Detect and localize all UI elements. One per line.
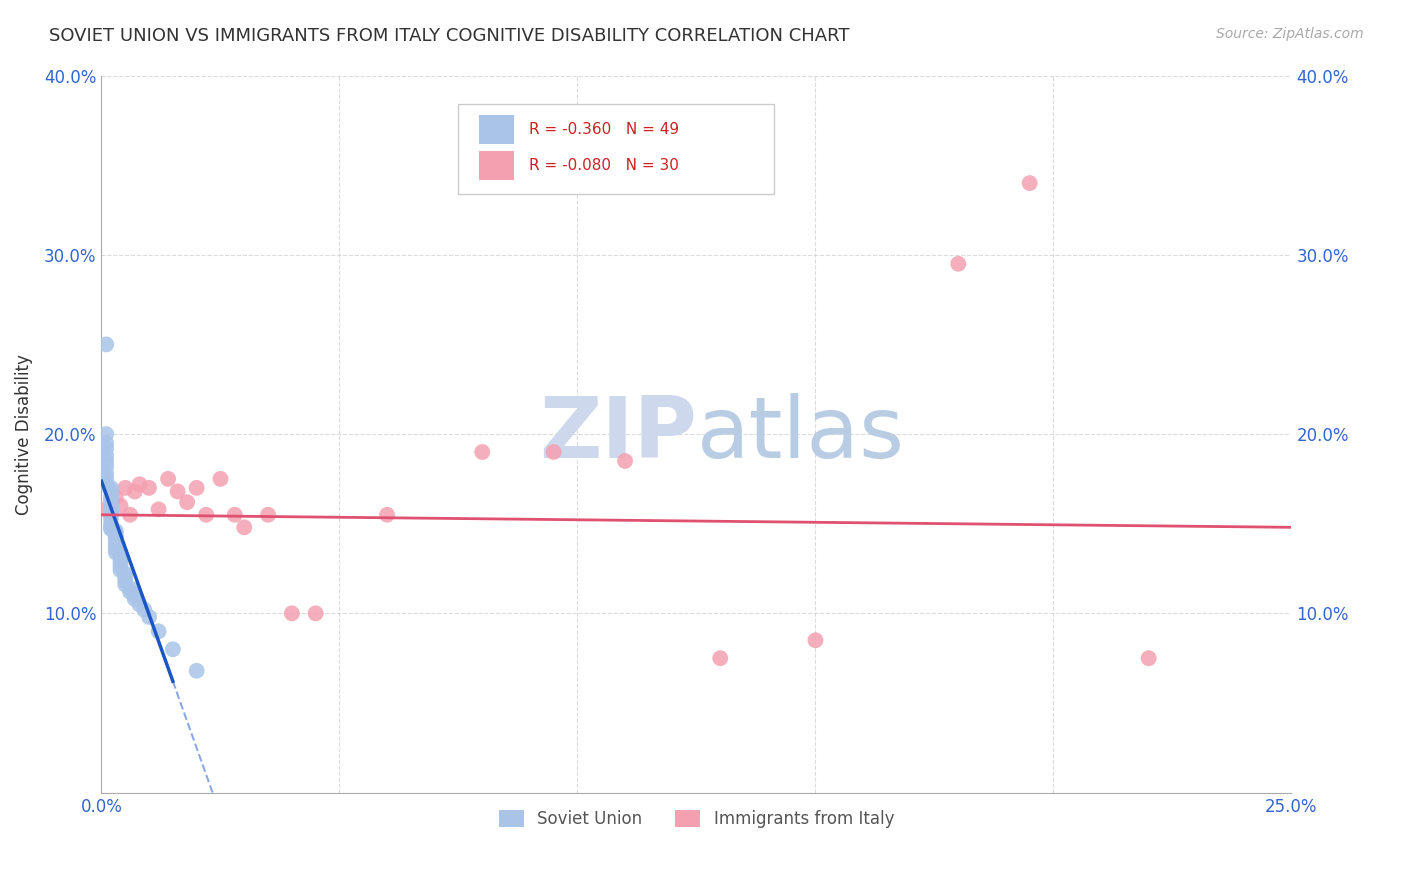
Point xyxy=(124,592,146,607)
Point xyxy=(114,574,136,588)
Point xyxy=(224,508,246,522)
Point xyxy=(114,566,136,581)
Point xyxy=(96,477,118,491)
Point xyxy=(110,499,132,513)
Point xyxy=(1137,651,1160,665)
Point xyxy=(148,502,170,516)
Point xyxy=(100,504,122,518)
Point xyxy=(233,520,256,534)
Point xyxy=(124,589,146,603)
Point xyxy=(128,477,150,491)
Point xyxy=(128,598,150,612)
Point xyxy=(96,454,118,468)
Text: R = -0.080   N = 30: R = -0.080 N = 30 xyxy=(529,158,679,173)
Point xyxy=(124,484,146,499)
FancyBboxPatch shape xyxy=(458,104,773,194)
Point xyxy=(110,563,132,577)
Point xyxy=(305,607,328,621)
Point xyxy=(148,624,170,639)
Point xyxy=(614,454,637,468)
Bar xyxy=(478,151,515,179)
Text: atlas: atlas xyxy=(696,392,904,475)
Point xyxy=(104,529,127,543)
Point xyxy=(138,481,160,495)
Point xyxy=(104,541,127,556)
Point xyxy=(100,481,122,495)
Point xyxy=(96,449,118,463)
Point xyxy=(176,495,198,509)
Point xyxy=(104,531,127,545)
Bar xyxy=(478,115,515,144)
Point xyxy=(104,534,127,549)
Point xyxy=(96,427,118,442)
Point xyxy=(100,516,122,531)
Point xyxy=(100,490,122,504)
Point xyxy=(1018,176,1040,190)
Point xyxy=(110,552,132,566)
Point xyxy=(104,538,127,552)
Point xyxy=(195,508,218,522)
Point xyxy=(96,467,118,481)
Point xyxy=(96,472,118,486)
Point xyxy=(110,559,132,574)
Point xyxy=(281,607,304,621)
Point xyxy=(948,257,970,271)
Point xyxy=(104,524,127,538)
Point xyxy=(100,511,122,525)
Point xyxy=(166,484,188,499)
Point xyxy=(104,545,127,559)
Point xyxy=(100,520,122,534)
Point xyxy=(100,508,122,522)
Point xyxy=(118,508,141,522)
Point xyxy=(471,445,494,459)
Point xyxy=(110,549,132,563)
Point xyxy=(804,633,827,648)
Point xyxy=(257,508,280,522)
Point xyxy=(162,642,184,657)
Point xyxy=(114,570,136,584)
Point xyxy=(96,459,118,474)
Point xyxy=(118,585,141,599)
Point xyxy=(114,481,136,495)
Point xyxy=(118,581,141,595)
Point xyxy=(100,522,122,536)
Text: SOVIET UNION VS IMMIGRANTS FROM ITALY COGNITIVE DISABILITY CORRELATION CHART: SOVIET UNION VS IMMIGRANTS FROM ITALY CO… xyxy=(49,27,849,45)
Point xyxy=(96,502,118,516)
Point xyxy=(209,472,232,486)
Point xyxy=(186,664,208,678)
Point xyxy=(709,651,731,665)
Point xyxy=(100,499,122,513)
Point xyxy=(110,556,132,570)
Point xyxy=(375,508,398,522)
Point xyxy=(104,490,127,504)
Legend: Soviet Union, Immigrants from Italy: Soviet Union, Immigrants from Italy xyxy=(492,803,901,835)
Point xyxy=(543,445,565,459)
Point xyxy=(96,337,118,351)
Text: R = -0.360   N = 49: R = -0.360 N = 49 xyxy=(529,122,679,136)
Point xyxy=(100,495,122,509)
Y-axis label: Cognitive Disability: Cognitive Disability xyxy=(15,353,32,515)
Point xyxy=(96,436,118,450)
Text: ZIP: ZIP xyxy=(538,392,696,475)
Point xyxy=(157,472,180,486)
Point xyxy=(100,493,122,508)
Text: Source: ZipAtlas.com: Source: ZipAtlas.com xyxy=(1216,27,1364,41)
Point xyxy=(138,610,160,624)
Point xyxy=(104,525,127,540)
Point xyxy=(134,603,156,617)
Point xyxy=(186,481,208,495)
Point xyxy=(100,484,122,499)
Point xyxy=(114,577,136,591)
Point xyxy=(100,502,122,516)
Point xyxy=(96,442,118,456)
